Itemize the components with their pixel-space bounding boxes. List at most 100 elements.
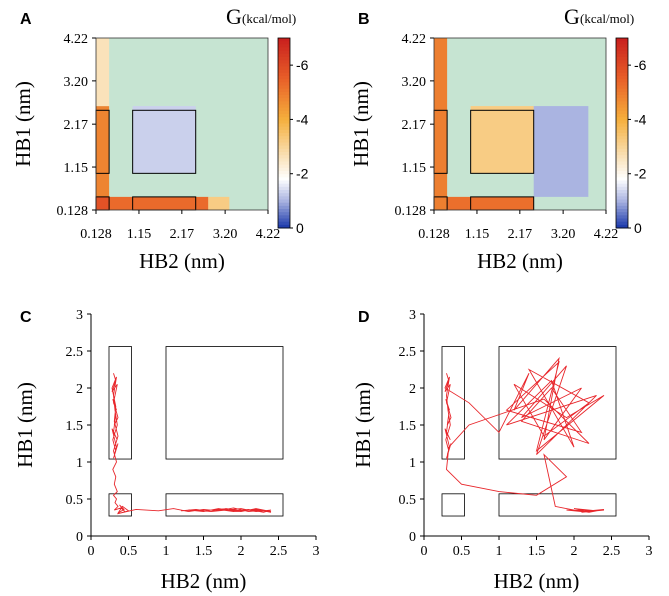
colorbar-segment bbox=[616, 60, 628, 64]
panel-letter: D bbox=[358, 309, 370, 326]
colorbar-segment bbox=[278, 199, 290, 204]
colorbar-segment bbox=[616, 196, 628, 200]
colorbar-segment bbox=[616, 205, 628, 210]
panel-letter: C bbox=[20, 309, 32, 326]
heatmap-panel-B: B 0.128 1.15 2.17 3.20 4.22 0.128 1.15 2.17 3.20 4… bbox=[349, 4, 647, 273]
colorbar-unit: (kcal/mol) bbox=[580, 11, 634, 26]
colorbar-segment bbox=[616, 120, 628, 124]
y-tick-label: 0 bbox=[76, 530, 83, 545]
state-box bbox=[441, 493, 465, 517]
y-axis-title: HB1 (nm) bbox=[11, 81, 35, 167]
colorbar-segment bbox=[278, 79, 290, 83]
y-tick-label: 0 bbox=[409, 530, 416, 545]
trajectory-line bbox=[111, 373, 272, 515]
colorbar-segment bbox=[616, 209, 628, 213]
colorbar-segment bbox=[616, 136, 628, 140]
colorbar-segment bbox=[278, 215, 290, 219]
x-tick-label: 2 bbox=[238, 544, 245, 559]
y-tick-label: 3 bbox=[409, 308, 416, 323]
state-box bbox=[441, 346, 465, 460]
colorbar-segment bbox=[278, 136, 290, 140]
colorbar-segment bbox=[278, 107, 290, 112]
colorbar-tick-label: 0 bbox=[296, 220, 304, 236]
colorbar-segment bbox=[616, 69, 628, 74]
x-tick-label: 2.5 bbox=[603, 544, 621, 559]
y-axis-title: HB1 (nm) bbox=[13, 382, 37, 468]
x-tick-label: 3.20 bbox=[213, 227, 238, 242]
colorbar-segment bbox=[616, 66, 628, 71]
colorbar-segment bbox=[278, 38, 290, 42]
heatmap-cell bbox=[208, 196, 230, 210]
y-tick-label: 1.5 bbox=[66, 419, 84, 434]
colorbar-segment bbox=[278, 95, 290, 99]
colorbar-segment bbox=[278, 142, 290, 147]
colorbar-segment bbox=[278, 177, 290, 181]
colorbar-segment bbox=[278, 85, 290, 90]
y-tick-label: 3.20 bbox=[64, 75, 89, 90]
colorbar-segment bbox=[616, 161, 628, 166]
x-axis-title: HB2 (nm) bbox=[161, 569, 247, 593]
colorbar-segment bbox=[616, 177, 628, 181]
colorbar-segment bbox=[278, 82, 290, 86]
colorbar-segment bbox=[616, 95, 628, 99]
y-tick-label: 1.15 bbox=[64, 161, 89, 176]
colorbar-segment bbox=[278, 57, 290, 61]
colorbar-segment bbox=[616, 101, 628, 105]
x-tick-label: 1.15 bbox=[465, 227, 490, 242]
colorbar-segment bbox=[278, 98, 290, 102]
x-tick-label: 4.22 bbox=[256, 227, 281, 242]
x-tick-label: 1 bbox=[163, 544, 170, 559]
colorbar-segment bbox=[278, 63, 290, 67]
colorbar-segment bbox=[616, 63, 628, 67]
colorbar-segment bbox=[278, 104, 290, 109]
y-tick-label: 2 bbox=[76, 382, 83, 397]
x-axis-title: HB2 (nm) bbox=[139, 249, 225, 273]
state-box bbox=[498, 493, 617, 517]
colorbar-segment bbox=[616, 164, 628, 169]
colorbar-segment bbox=[616, 142, 628, 147]
x-tick-label: 1.15 bbox=[127, 227, 152, 242]
y-tick-label: 2.17 bbox=[64, 118, 89, 133]
y-tick-label: 1.15 bbox=[402, 161, 427, 176]
colorbar-segment bbox=[616, 107, 628, 112]
x-tick-label: 3 bbox=[313, 544, 320, 559]
colorbar-segment bbox=[278, 145, 290, 150]
colorbar-segment bbox=[278, 202, 290, 207]
colorbar-unit: (kcal/mol) bbox=[242, 11, 296, 26]
colorbar-segment bbox=[278, 190, 290, 194]
x-tick-label: 1 bbox=[496, 544, 503, 559]
y-tick-label: 2.17 bbox=[402, 118, 427, 133]
colorbar-segment bbox=[616, 133, 628, 137]
colorbar-frame bbox=[277, 37, 291, 229]
colorbar-segment bbox=[616, 190, 628, 194]
colorbar-segment bbox=[278, 72, 290, 77]
colorbar-segment bbox=[616, 88, 628, 93]
colorbar-segment bbox=[616, 117, 628, 121]
colorbar-segment bbox=[616, 183, 628, 188]
x-axis-title: HB2 (nm) bbox=[494, 569, 580, 593]
colorbar-segment bbox=[616, 224, 628, 229]
x-tick-label: 2 bbox=[571, 544, 578, 559]
heatmap-cell bbox=[533, 106, 589, 197]
colorbar-segment bbox=[616, 123, 628, 128]
colorbar-segment bbox=[278, 41, 290, 45]
y-tick-label: 4.22 bbox=[402, 32, 427, 47]
colorbar-segment bbox=[278, 126, 290, 131]
state-box bbox=[108, 346, 132, 460]
colorbar-segment bbox=[616, 152, 628, 156]
colorbar-segment bbox=[278, 66, 290, 71]
x-tick-label: 0 bbox=[421, 544, 428, 559]
state-box bbox=[132, 109, 197, 174]
colorbar-tick-label: -6 bbox=[634, 57, 647, 73]
x-tick-label: 2.17 bbox=[508, 227, 533, 242]
colorbar-segment bbox=[616, 202, 628, 207]
y-tick-label: 2.5 bbox=[66, 345, 84, 360]
colorbar-segment bbox=[278, 133, 290, 137]
colorbar-tick-label: -4 bbox=[634, 111, 647, 127]
colorbar-segment bbox=[278, 155, 290, 159]
colorbar-segment bbox=[278, 221, 290, 226]
colorbar-segment bbox=[616, 199, 628, 204]
colorbar-segment bbox=[616, 129, 628, 134]
state-box bbox=[165, 493, 284, 517]
colorbar-segment bbox=[616, 139, 628, 143]
